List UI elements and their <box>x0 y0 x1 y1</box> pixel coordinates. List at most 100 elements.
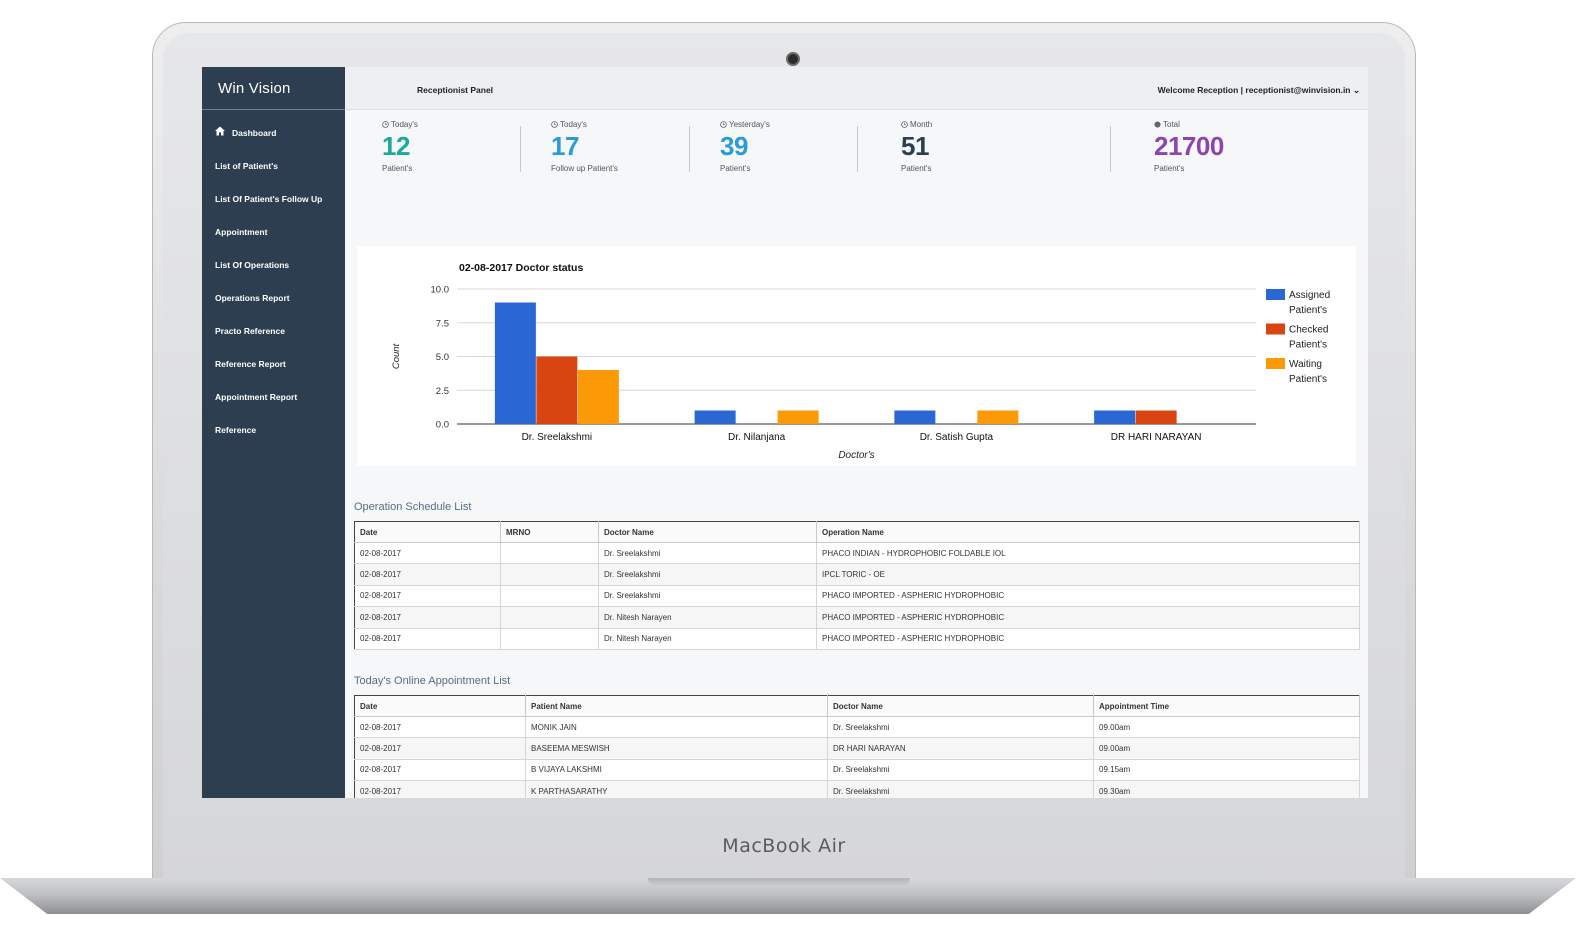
sidebar: Win Vision Dashboard List of Patient's L… <box>202 67 345 798</box>
home-icon <box>215 126 225 136</box>
column-header[interactable]: Appointment Time <box>1093 695 1360 717</box>
column-header[interactable]: Operation Name <box>816 521 1360 543</box>
user-menu[interactable]: Welcome Reception | receptionist@winvisi… <box>1158 85 1360 96</box>
table-row[interactable]: 02-08-2017 Dr. Nitesh Narayen PHACO IMPORT… <box>354 606 1360 629</box>
table-cell: Dr. Sreelakshmi <box>827 780 1094 798</box>
table-cell: IPCL TORIC - OE <box>816 563 1360 586</box>
sidebar-item-label: Appointment <box>215 227 268 237</box>
legend-label: Assigned <box>1289 290 1330 301</box>
stat-value: 51 <box>901 131 929 161</box>
table-cell: 02-08-2017 <box>354 628 501 650</box>
bar <box>494 302 536 424</box>
table-cell: B VIJAYA LAKSHMI <box>525 759 828 782</box>
table-cell: 02-08-2017 <box>354 737 526 760</box>
stat-label: Total <box>1163 120 1180 129</box>
table-cell: PHACO IMPORTED - ASPHERIC HYDROPHOBIC <box>816 606 1360 629</box>
bar <box>1094 410 1136 424</box>
table-cell: Dr. Sreelakshmi <box>598 542 817 565</box>
table-cell <box>500 542 599 565</box>
column-header[interactable]: MRNO <box>500 521 599 543</box>
stat-label-row: Today's <box>551 120 618 129</box>
legend-label: Checked <box>1289 325 1328 336</box>
stat-label-row: Total <box>1154 120 1224 129</box>
sidebar-item-label: Reference Report <box>215 359 286 369</box>
table-row[interactable]: 02-08-2017 Dr. Sreelakshmi PHACO INDIAN - … <box>354 542 1360 565</box>
sidebar-item-patients-follow-up[interactable]: List Of Patient's Follow Up <box>202 182 345 215</box>
y-axis-label: Count <box>391 343 402 369</box>
bar <box>777 410 819 424</box>
stat-label: Today's <box>560 120 587 129</box>
operation-schedule-title: Operation Schedule List <box>354 501 472 513</box>
sidebar-item-label: Operations Report <box>215 293 290 303</box>
legend-label: Waiting <box>1289 359 1322 370</box>
bar <box>536 356 578 424</box>
sidebar-nav: Dashboard List of Patient's List Of Pati… <box>202 110 345 446</box>
top-bar: Receptionist Panel Welcome Reception | r… <box>345 67 1368 110</box>
stat-label-row: Today's <box>382 120 418 129</box>
table-row[interactable]: 02-08-2017 K PARTHASARATHY Dr. Sreelakshmi… <box>354 780 1360 798</box>
x-axis-label: Doctor's <box>838 450 874 461</box>
legend-swatch <box>1266 289 1285 300</box>
stat-divider <box>520 126 521 172</box>
table-row[interactable]: 02-08-2017 BASEEMA MESWISH DR HARI NARAYAN… <box>354 737 1360 760</box>
panel-title: Receptionist Panel <box>417 85 494 95</box>
table-cell: Dr. Nitesh Narayen <box>598 606 817 629</box>
table-cell: 09.00am <box>1093 716 1360 739</box>
x-tick-label: Dr. Satish Gupta <box>920 432 994 443</box>
sidebar-item-label: List Of Operations <box>215 260 290 270</box>
online-appointment-title: Today's Online Appointment List <box>354 675 511 687</box>
sidebar-item-appointment[interactable]: Appointment <box>202 215 345 248</box>
table-cell: PHACO INDIAN - HYDROPHOBIC FOLDABLE IOL <box>816 542 1360 565</box>
doctor-status-chart: 02-08-2017 Doctor status 10.0 7.5 5.0 2.5 0.0… <box>357 246 1356 466</box>
sidebar-item-list-of-patients[interactable]: List of Patient's <box>202 149 345 182</box>
table-cell: Dr. Sreelakshmi <box>827 759 1094 782</box>
legend-label: Patient's <box>1289 340 1327 351</box>
column-header[interactable]: Date <box>354 521 501 543</box>
bar <box>1135 410 1177 424</box>
sidebar-item-label: Practo Reference <box>215 326 285 336</box>
sidebar-item-practo-reference[interactable]: Practo Reference <box>202 314 345 347</box>
stat-value: 17 <box>551 131 579 161</box>
table-header-row: Date MRNO Doctor Name Operation Name <box>354 521 1360 543</box>
stat-caption: Patient's <box>1154 164 1185 173</box>
bar <box>577 370 619 424</box>
column-header[interactable]: Doctor Name <box>827 695 1094 717</box>
table-row[interactable]: 02-08-2017 MONIK JAIN Dr. Sreelakshmi 09.00… <box>354 716 1360 739</box>
sidebar-item-reference-report[interactable]: Reference Report <box>202 347 345 380</box>
sidebar-item-label: Dashboard <box>232 128 277 138</box>
stat-divider <box>1110 126 1111 172</box>
table-header-row: Date Patient Name Doctor Name Appointmen… <box>354 695 1360 717</box>
sidebar-item-reference[interactable]: Reference <box>202 413 345 446</box>
stat-label: Month <box>910 120 933 129</box>
sidebar-item-dashboard[interactable]: Dashboard <box>202 116 345 149</box>
table-cell: 02-08-2017 <box>354 606 501 629</box>
sidebar-item-operations-report[interactable]: Operations Report <box>202 281 345 314</box>
table-cell: MONIK JAIN <box>525 716 828 739</box>
table-cell <box>500 606 599 629</box>
table-cell: 09.30am <box>1093 780 1360 798</box>
column-header[interactable]: Doctor Name <box>598 521 817 543</box>
table-cell: 02-08-2017 <box>354 759 526 782</box>
chevron-down-icon: ⌄ <box>1352 85 1360 95</box>
legend-label: Patient's <box>1289 305 1327 316</box>
clock-icon <box>901 121 908 128</box>
stat-label: Yesterday's <box>729 120 770 129</box>
laptop-notch <box>648 878 910 887</box>
table-row[interactable]: 02-08-2017 Dr. Nitesh Narayen PHACO IMPORT… <box>354 628 1360 650</box>
sidebar-item-appointment-report[interactable]: Appointment Report <box>202 380 345 413</box>
table-row[interactable]: 02-08-2017 Dr. Sreelakshmi PHACO IMPORTED … <box>354 585 1360 608</box>
stat-label-row: Month <box>901 120 932 129</box>
app-brand[interactable]: Win Vision <box>202 67 345 110</box>
table-row[interactable]: 02-08-2017 Dr. Sreelakshmi IPCL TORIC - OE <box>354 563 1360 586</box>
device-brand-label: MacBook Air <box>722 835 846 857</box>
column-header[interactable]: Patient Name <box>525 695 828 717</box>
column-header[interactable]: Date <box>354 695 526 717</box>
table-cell: 02-08-2017 <box>354 716 526 739</box>
bar <box>977 410 1019 424</box>
sidebar-item-list-of-operations[interactable]: List Of Operations <box>202 248 345 281</box>
bar <box>894 410 936 424</box>
stat-month-patients: Month 51 Patient's <box>901 120 932 173</box>
sidebar-item-label: List of Patient's <box>215 161 278 171</box>
legend-label: Patient's <box>1289 374 1327 385</box>
table-row[interactable]: 02-08-2017 B VIJAYA LAKSHMI Dr. Sreelakshm… <box>354 759 1360 782</box>
